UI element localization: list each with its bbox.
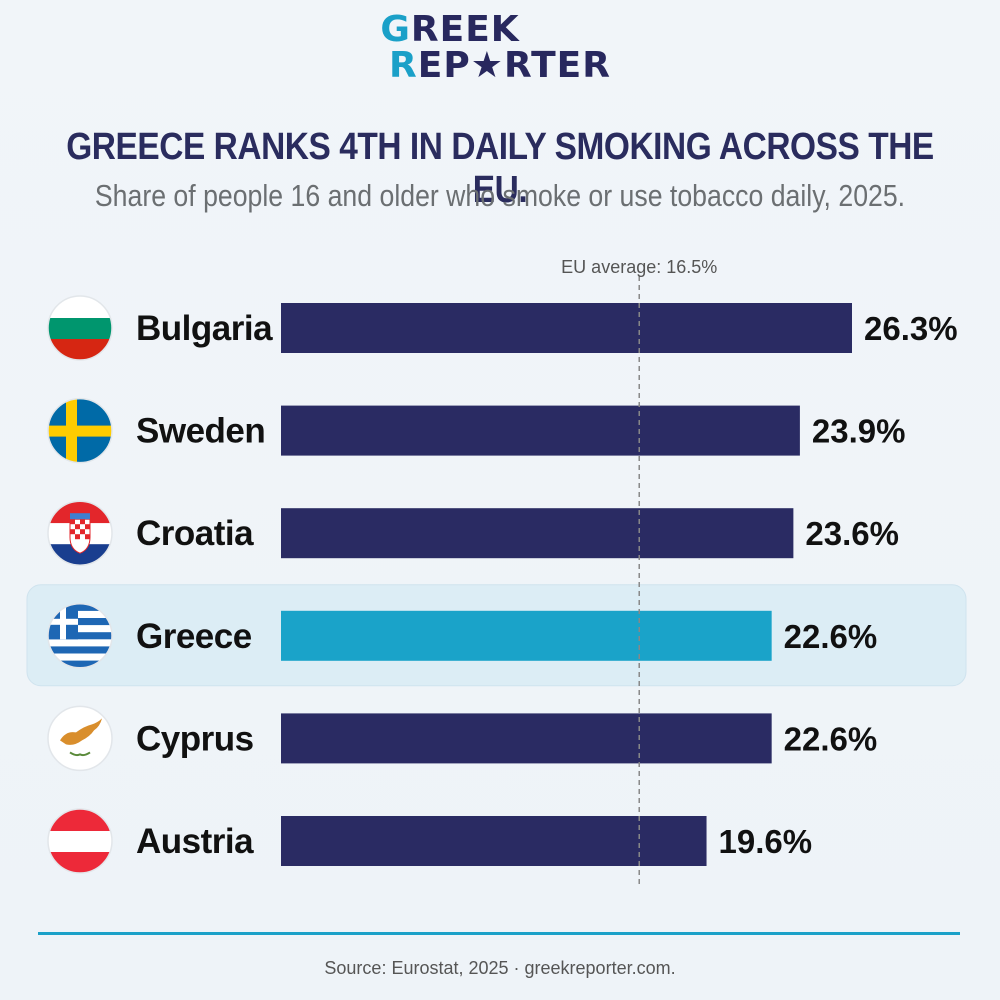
category-label: Greece (136, 617, 252, 656)
bar (281, 303, 852, 353)
chart-title: GREECE RANKS 4TH IN DAILY SMOKING ACROSS… (66, 126, 934, 211)
greek-reporter-logo: GREEK REP★RTER (380, 9, 611, 86)
bar (281, 610, 772, 661)
category-label: Croatia (136, 514, 254, 553)
croatia-flag-icon (47, 500, 113, 566)
value-label: 23.9% (812, 413, 906, 450)
source-note: Source: Eurostat, 2025 · greekreporter.c… (324, 958, 676, 978)
value-label: 19.6% (719, 823, 813, 860)
value-label: 23.6% (805, 515, 899, 552)
value-label: 22.6% (784, 618, 878, 655)
bar (281, 816, 707, 866)
bulgaria-flag-icon (47, 295, 113, 361)
value-label: 26.3% (864, 310, 958, 347)
bar (281, 508, 794, 559)
category-label: Cyprus (136, 719, 254, 758)
austria-flag-icon (47, 808, 113, 874)
bar (281, 713, 772, 764)
category-label: Bulgaria (136, 309, 273, 348)
bar (281, 405, 800, 456)
cyprus-flag-icon (47, 705, 113, 772)
category-label: Austria (136, 822, 254, 861)
value-label: 22.6% (784, 720, 878, 757)
category-label: Sweden (136, 412, 265, 451)
greece-flag-icon (47, 603, 113, 669)
chart-subtitle: Share of people 16 and older who smoke o… (94, 178, 906, 213)
eu-average-label: EU average: 16.5% (561, 257, 717, 277)
footer-divider (38, 932, 960, 935)
sweden-flag-icon (47, 397, 113, 464)
